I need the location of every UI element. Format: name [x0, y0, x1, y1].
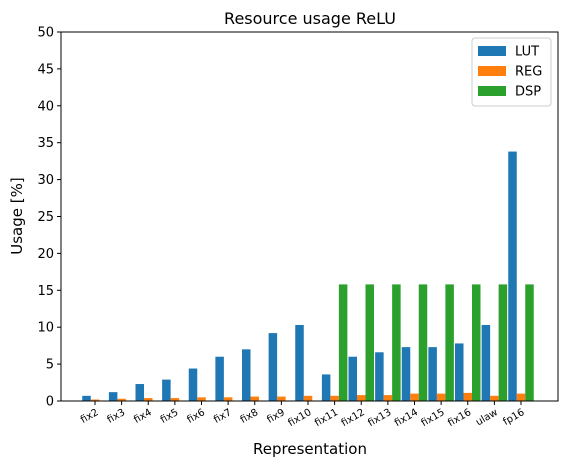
bar-dsp-fix11 [338, 284, 348, 401]
x-tick-label: fix2 [79, 407, 101, 426]
y-tick-label: 50 [37, 26, 54, 41]
bar-reg-fix9 [277, 396, 286, 401]
x-tick-label: fix10 [286, 407, 313, 429]
x-tick-label: fix13 [366, 407, 393, 429]
bar-reg-fix13 [383, 395, 393, 401]
y-tick-label: 40 [37, 99, 54, 114]
x-tick-label: fix16 [446, 407, 473, 429]
legend-swatch-dsp [478, 86, 506, 96]
y-tick-label: 35 [37, 136, 54, 151]
bar-lut-fp16 [508, 151, 517, 401]
bar-reg-fix15 [436, 393, 446, 401]
bar-reg-fix3 [117, 398, 126, 401]
y-tick-label: 20 [37, 247, 54, 262]
bar-reg-fix8 [250, 396, 259, 401]
x-axis-title: Representation [253, 440, 367, 458]
bar-lut-fix7 [215, 356, 224, 401]
y-tick-label: 45 [37, 62, 54, 77]
bar-reg-fix4 [144, 398, 153, 401]
legend-swatch-lut [478, 46, 506, 56]
bar-lut-fix14 [401, 347, 411, 401]
bar-dsp-fp16 [525, 284, 534, 401]
y-tick-label: 15 [37, 284, 54, 299]
x-tick-label: ulaw [474, 407, 500, 428]
x-tick-label: fix6 [185, 407, 207, 426]
x-tick-label: fix11 [313, 407, 340, 429]
bar-dsp-ulaw [498, 284, 508, 401]
y-tick-label: 30 [37, 173, 54, 188]
bar-reg-fp16 [516, 393, 526, 401]
bar-lut-fix6 [188, 368, 198, 401]
legend-label-reg: REG [515, 65, 542, 80]
bar-reg-fix11 [330, 395, 339, 401]
x-tick-label: fix9 [265, 407, 287, 426]
bar-lut-fix10 [295, 324, 304, 401]
bar-dsp-fix12 [365, 284, 374, 401]
x-tick-label: fix5 [159, 407, 181, 426]
legend: LUT REG DSP [471, 37, 552, 107]
x-tick-label: fix12 [340, 407, 367, 429]
bar-reg-fix16 [463, 392, 472, 401]
bar-reg-fix12 [357, 395, 366, 401]
bar-lut-fix5 [162, 379, 171, 401]
bar-lut-fix11 [321, 374, 331, 401]
bar-reg-fix14 [410, 393, 419, 401]
x-axis: fix2 fix3 fix4 fix5 fix6 fix7 fix8 fix9 fix10 fix… [79, 401, 527, 429]
bar-reg-fix6 [197, 397, 206, 401]
y-tick-label: 10 [37, 321, 54, 336]
bar-lut-fix12 [348, 356, 357, 401]
bar-reg-ulaw [490, 395, 499, 401]
bar-lut-fix3 [108, 392, 118, 401]
y-axis-title: Usage [%] [8, 177, 26, 254]
plot-frame [60, 31, 559, 402]
x-tick-label: fix8 [239, 407, 261, 426]
bar-dsp-fix16 [472, 284, 481, 401]
x-tick-label: fix4 [132, 407, 154, 426]
bars-group [82, 151, 534, 401]
x-tick-label: fix7 [212, 407, 234, 426]
bar-lut-fix13 [375, 352, 384, 401]
legend-swatch-reg [478, 66, 506, 76]
legend-label-dsp: DSP [515, 85, 541, 100]
chart-title: Resource usage ReLU [224, 9, 396, 28]
legend-label-lut: LUT [515, 45, 539, 60]
y-axis: 0 5 10 15 20 25 30 35 40 45 50 [37, 26, 61, 410]
bar-lut-fix9 [268, 333, 278, 401]
bar-lut-fix16 [455, 343, 464, 401]
bar-reg-fix5 [170, 398, 180, 401]
bar-lut-fix4 [135, 384, 144, 401]
bar-dsp-fix13 [392, 284, 401, 401]
bar-lut-fix2 [82, 395, 91, 401]
y-tick-label: 25 [37, 210, 54, 225]
bar-reg-fix2 [90, 399, 100, 401]
y-tick-label: 0 [46, 395, 54, 410]
x-tick-label: fp16 [501, 407, 526, 428]
bar-lut-ulaw [481, 324, 491, 401]
bar-reg-fix7 [223, 397, 233, 401]
bar-dsp-fix14 [418, 284, 428, 401]
y-tick-label: 5 [46, 358, 54, 373]
x-tick-label: fix15 [420, 407, 447, 429]
bar-dsp-fix15 [445, 284, 454, 401]
x-tick-label: fix3 [106, 407, 128, 426]
bar-lut-fix8 [242, 349, 251, 401]
bar-lut-fix15 [428, 347, 437, 401]
bar-reg-fix10 [303, 395, 313, 401]
x-tick-label: fix14 [393, 407, 420, 429]
